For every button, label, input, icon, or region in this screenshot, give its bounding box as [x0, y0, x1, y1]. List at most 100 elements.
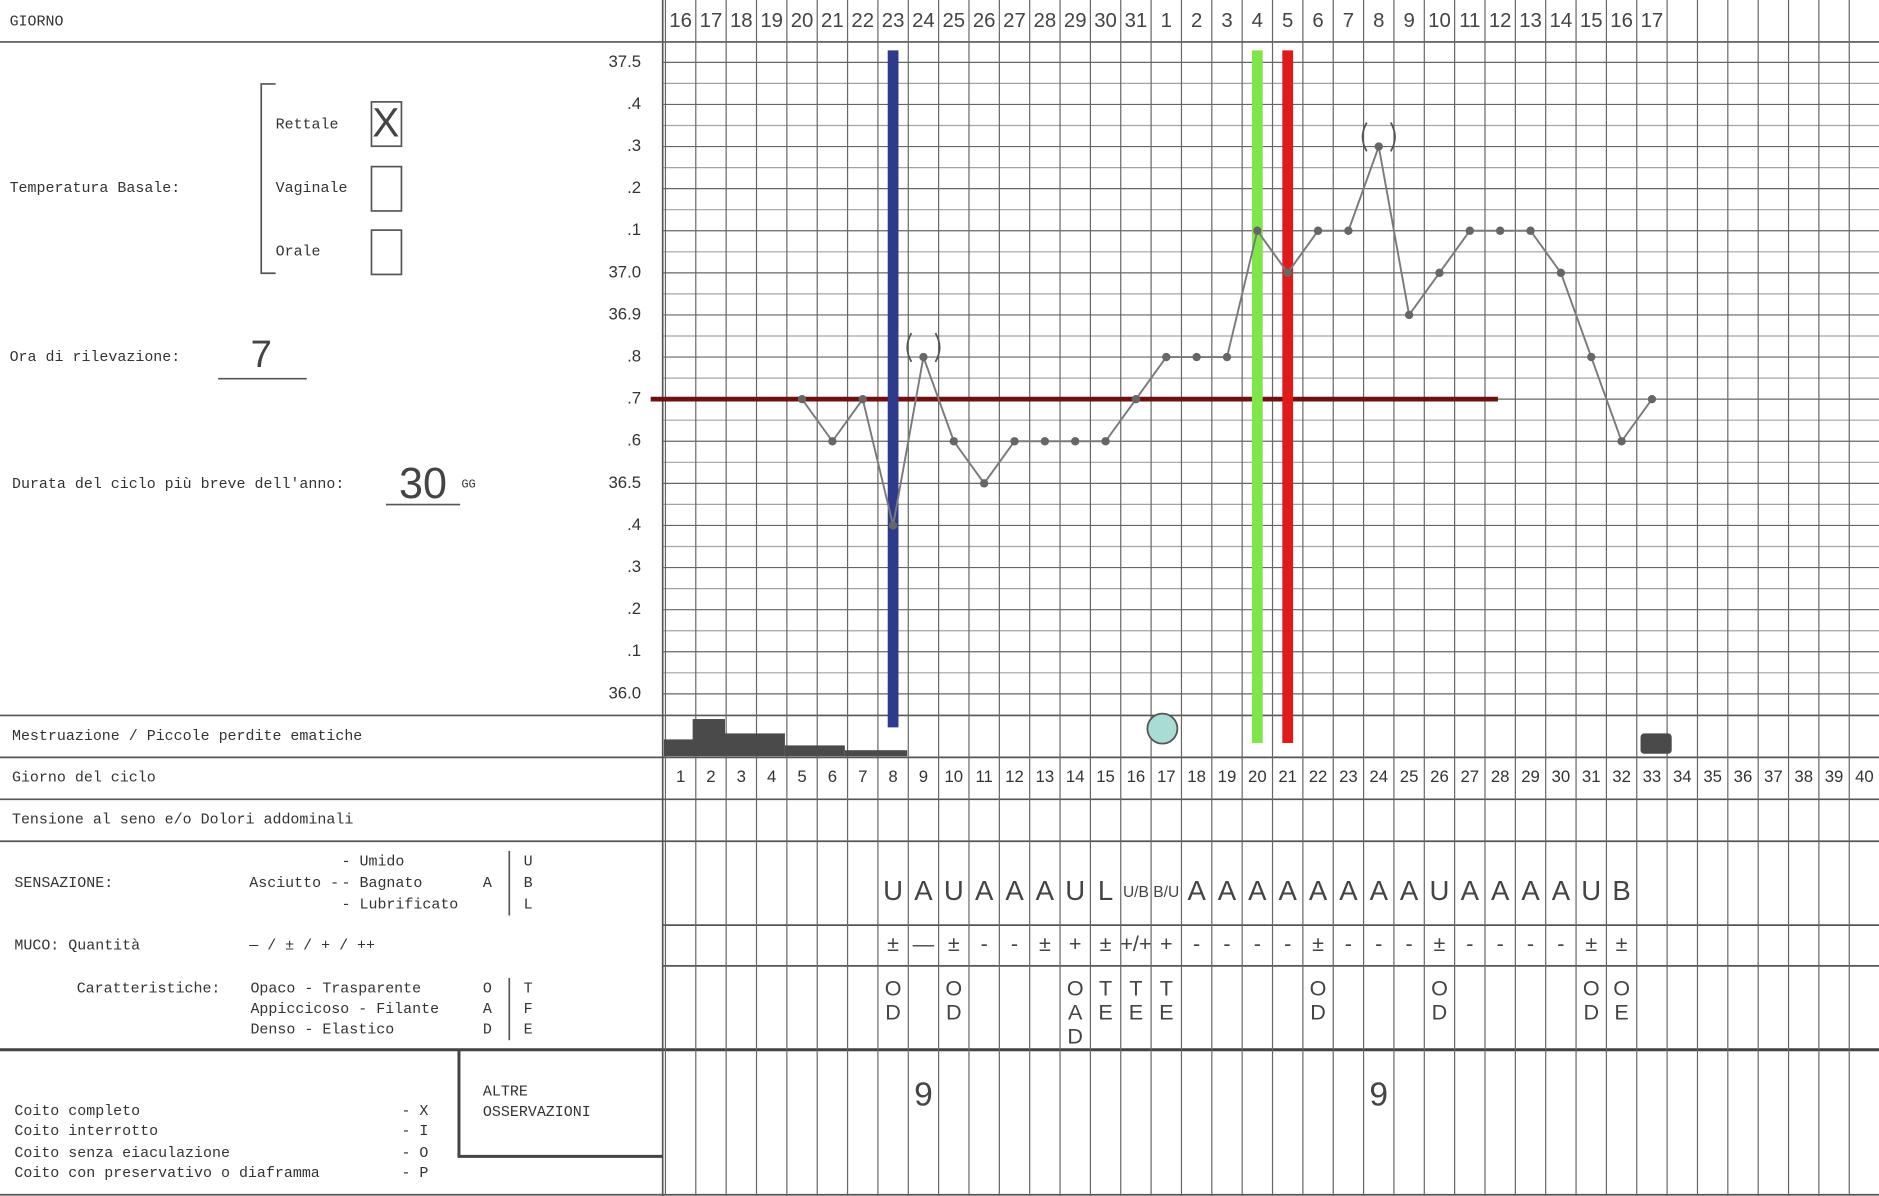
cycle-day-label: 4 [767, 767, 776, 786]
ovulation-marker [1146, 712, 1179, 745]
cycle-day-label: 5 [797, 767, 806, 786]
menstruation-marks [663, 719, 1672, 757]
date-label: 1 [1161, 10, 1172, 32]
sensation-entry: U [1581, 875, 1601, 906]
cycle-day-label: 20 [1248, 767, 1267, 786]
temperature-point [1344, 226, 1353, 235]
date-label: 16 [1610, 10, 1633, 32]
intercourse-label: Coito con preservativo o diaframma [14, 1166, 319, 1182]
date-label: 22 [851, 10, 874, 32]
cycle-day-label: 18 [1187, 767, 1206, 786]
date-label: 10 [1428, 10, 1451, 32]
sensation-entry: U/B [1123, 884, 1149, 901]
sensation-code: L [524, 898, 533, 914]
cycle-day-label: 39 [1825, 767, 1844, 786]
sensation-entry: A [1036, 875, 1055, 906]
sensation-entry: A [1218, 875, 1237, 906]
sensation-entry: B [1612, 875, 1630, 906]
mucus-characteristic-entry: E [1614, 1000, 1628, 1025]
temperature-point [1192, 352, 1201, 362]
temperature-point [888, 521, 898, 530]
temperature-point [1040, 437, 1050, 446]
char-code: E [524, 1022, 533, 1038]
sensation-entry: U [944, 875, 964, 906]
date-label: 9 [1403, 10, 1414, 32]
char-pair: Appiccicoso - Filante [250, 1002, 439, 1018]
char-code: F [524, 1002, 533, 1018]
mucus-quantity-entry: ± [1585, 931, 1597, 956]
cycle-day-label: 38 [1794, 767, 1813, 786]
cycle-day-label: 36 [1734, 767, 1753, 786]
temperature-point [1071, 437, 1080, 446]
sensation-option: - Umido [342, 855, 405, 871]
date-label: 23 [882, 10, 905, 32]
date-label: 28 [1034, 10, 1057, 32]
cycle-day-label: 8 [888, 767, 897, 786]
sensation-entry: U [1065, 875, 1085, 906]
menstruation-mark [663, 739, 694, 757]
cycle-day-label: 35 [1703, 767, 1722, 786]
mucus-quantity-entry: ± [887, 931, 899, 956]
mucus-quantity-entry: ± [948, 931, 960, 956]
sensation-entry: A [1005, 875, 1024, 906]
y-tick-label: .4 [627, 94, 641, 113]
cycle-day-label: 9 [919, 767, 928, 786]
mucus-characteristic-entry: T [1129, 976, 1142, 1001]
menstruation-mark [692, 719, 725, 757]
bracket [260, 83, 276, 275]
cycle-day-label: 15 [1096, 767, 1115, 786]
row-label: SENSAZIONE: [14, 876, 113, 892]
cycle-day-label: 32 [1612, 767, 1631, 786]
date-label: 3 [1221, 10, 1232, 32]
y-tick-label: .6 [627, 431, 641, 450]
time-value: 7 [251, 333, 272, 376]
date-label: 20 [791, 10, 814, 32]
cycle-day-label: 40 [1855, 767, 1874, 786]
mucus-characteristic-entry: O [1613, 976, 1630, 1001]
temperature-point [1131, 394, 1141, 404]
note-entry: 9 [914, 1076, 933, 1113]
mucus-characteristic-entry: E [1098, 1000, 1112, 1025]
checkbox [370, 101, 403, 148]
menstruation-mark [844, 750, 908, 757]
date-label: 27 [1003, 10, 1026, 32]
char-code: T [524, 982, 533, 998]
y-tick-label: 37.5 [608, 52, 641, 71]
site-label: Vaginale [276, 181, 348, 197]
temperature-point [1587, 352, 1596, 362]
mucus-quantity-entry: - [1466, 931, 1473, 956]
row-label: Tensione al seno e/o Dolori addominali [12, 813, 353, 829]
y-tick-label: .3 [627, 557, 641, 576]
temperature-point [1010, 437, 1019, 446]
intercourse-label: Coito completo [14, 1104, 140, 1120]
cycle-day-label: 7 [858, 767, 867, 786]
cycle-day-label: 21 [1278, 767, 1297, 786]
temperature-point [1162, 352, 1171, 362]
mucus-quantity-entry: ± [1039, 931, 1051, 956]
row-label: Mestruazione / Piccole perdite ematiche [12, 729, 362, 745]
cycle-day-label: 25 [1400, 767, 1419, 786]
sensation-entry: A [1521, 875, 1540, 906]
date-label: 29 [1064, 10, 1087, 32]
mucus-quantity-entry: - [981, 931, 988, 956]
uncertain-bracket [1361, 122, 1396, 152]
cycle-day-label: 13 [1036, 767, 1055, 786]
sensation-option: - Lubrificato [342, 898, 459, 914]
cycle-day-label: 31 [1582, 767, 1601, 786]
intercourse-code: - I [401, 1124, 428, 1140]
cycle-day-label: 24 [1369, 767, 1388, 786]
temperature-point [1253, 226, 1262, 235]
temperature-point [1222, 352, 1232, 362]
y-tick-label: .2 [627, 599, 641, 618]
date-label: 12 [1489, 10, 1512, 32]
site-label: Orale [276, 245, 321, 261]
y-tick-label: .7 [627, 389, 641, 408]
temperature-point [1374, 142, 1383, 151]
notes-box [457, 1049, 663, 1158]
sensation-entry: A [1552, 875, 1571, 906]
mucus-quantity-entry: + [1160, 931, 1173, 956]
mucus-characteristic-entry: D [1310, 1000, 1326, 1025]
cycle-day-label: 1 [676, 767, 685, 786]
intercourse-code: - O [401, 1146, 428, 1162]
